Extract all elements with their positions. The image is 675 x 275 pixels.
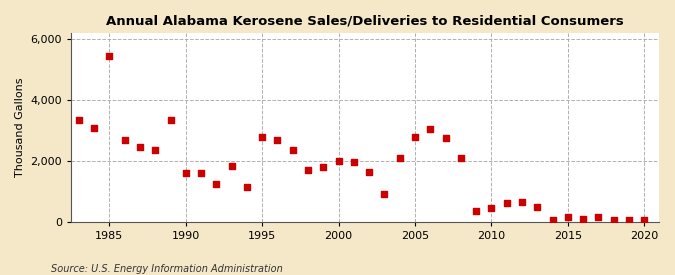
Point [165, 118, 176, 122]
Y-axis label: Thousand Gallons: Thousand Gallons [15, 78, 25, 177]
Point [272, 138, 283, 142]
Point [288, 148, 298, 153]
Point [318, 165, 329, 169]
Point [379, 192, 390, 197]
Point [502, 201, 512, 206]
Point [624, 218, 634, 222]
Point [104, 54, 115, 58]
Point [333, 159, 344, 163]
Point [364, 169, 375, 174]
Point [486, 206, 497, 210]
Point [88, 125, 99, 130]
Point [394, 156, 405, 160]
Title: Annual Alabama Kerosene Sales/Deliveries to Residential Consumers: Annual Alabama Kerosene Sales/Deliveries… [107, 15, 624, 28]
Point [119, 138, 130, 142]
Point [134, 145, 145, 150]
Point [639, 218, 649, 222]
Point [242, 185, 252, 189]
Point [547, 218, 558, 222]
Point [74, 118, 84, 122]
Point [456, 156, 466, 160]
Point [211, 182, 222, 186]
Point [578, 216, 589, 221]
Point [470, 209, 481, 213]
Point [425, 127, 435, 131]
Text: Source: U.S. Energy Information Administration: Source: U.S. Energy Information Administ… [51, 264, 282, 274]
Point [516, 200, 527, 204]
Point [180, 171, 191, 175]
Point [562, 215, 573, 219]
Point [256, 134, 267, 139]
Point [150, 148, 161, 153]
Point [302, 168, 313, 172]
Point [226, 163, 237, 168]
Point [593, 214, 603, 219]
Point [532, 204, 543, 209]
Point [196, 171, 207, 175]
Point [440, 136, 451, 140]
Point [348, 160, 359, 165]
Point [608, 218, 619, 222]
Point [410, 134, 421, 139]
